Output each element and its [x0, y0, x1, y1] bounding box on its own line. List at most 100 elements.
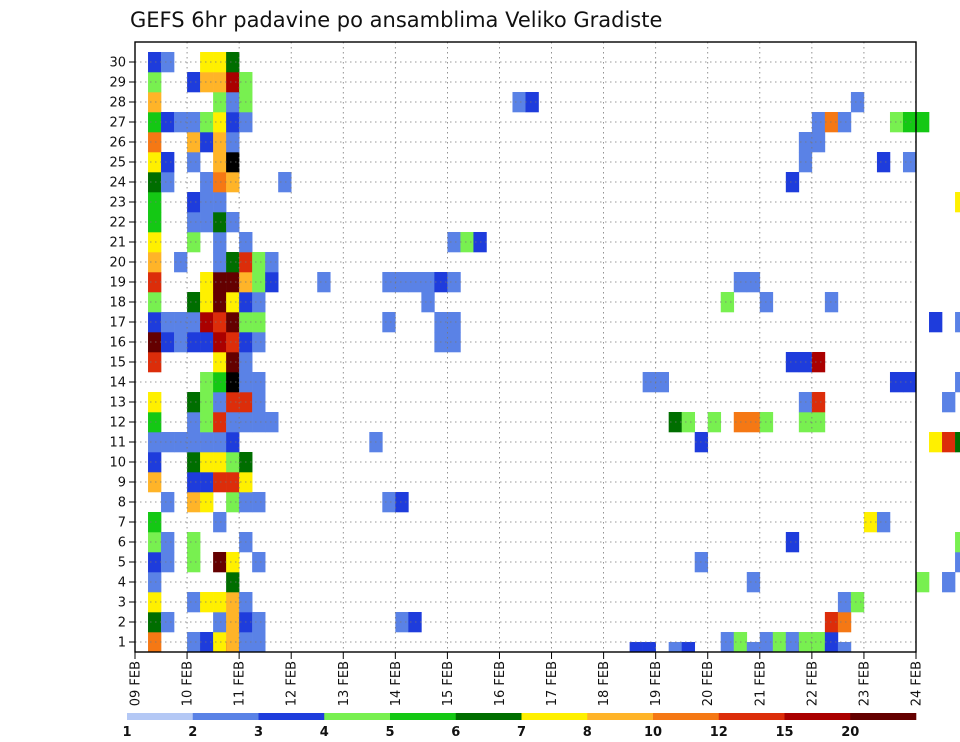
heatmap-cell — [811, 112, 826, 133]
heatmap-cell — [642, 372, 656, 393]
heatmap-cell — [226, 252, 240, 273]
heatmap-cell — [226, 332, 240, 353]
heatmap-cell — [746, 272, 761, 293]
heatmap-cell — [148, 232, 162, 253]
heatmap-cell — [811, 352, 826, 373]
heatmap-cell — [200, 312, 214, 333]
heatmap-cell — [148, 512, 162, 533]
heatmap-cell — [955, 552, 960, 573]
heatmap-cell — [200, 172, 214, 193]
heatmap-cell — [161, 332, 175, 353]
heatmap-cell — [837, 612, 852, 633]
x-tick-label: 14 FEB — [389, 661, 404, 706]
heatmap-cell — [213, 512, 227, 533]
heatmap-cell — [213, 232, 227, 253]
heatmap-cell — [187, 432, 201, 453]
heatmap-cell — [187, 332, 201, 353]
y-tick-label: 8 — [118, 496, 126, 511]
heatmap-cell — [955, 192, 960, 213]
heatmap-cell — [916, 112, 930, 133]
heatmap-cell — [252, 332, 266, 353]
heatmap-cell — [955, 312, 960, 333]
legend-swatch — [324, 713, 391, 720]
heatmap-cell — [187, 492, 201, 513]
heatmap-cell — [421, 272, 435, 293]
heatmap-cell — [746, 412, 761, 433]
y-tick-label: 17 — [109, 316, 126, 331]
heatmap-cell — [213, 452, 227, 473]
heatmap-cell — [837, 112, 852, 133]
heatmap-cell — [200, 132, 214, 153]
heatmap-cell — [148, 52, 162, 73]
heatmap-cell — [161, 172, 175, 193]
heatmap-cell — [148, 612, 162, 633]
heatmap-cell — [187, 532, 201, 553]
heatmap-cell — [421, 292, 435, 313]
heatmap-cell — [772, 632, 787, 653]
y-tick-label: 16 — [109, 336, 126, 351]
heatmap-cell — [213, 252, 227, 273]
heatmap-cell — [161, 112, 175, 133]
heatmap-cell — [200, 72, 214, 93]
heatmap-cell — [148, 332, 162, 353]
heatmap-cell — [187, 452, 201, 473]
heatmap-cell — [213, 212, 227, 233]
heatmap-cell — [200, 192, 214, 213]
heatmap-cell — [226, 552, 240, 573]
heatmap-cell — [200, 332, 214, 353]
y-tick-label: 13 — [109, 396, 126, 411]
heatmap-cell — [200, 432, 214, 453]
heatmap-cell — [447, 232, 461, 253]
x-tick-label: 17 FEB — [545, 661, 560, 706]
heatmap-cell — [942, 432, 956, 453]
heatmap-cell — [213, 412, 227, 433]
heatmap-cell — [824, 632, 839, 653]
heatmap-cell — [252, 552, 266, 573]
x-tick-label: 19 FEB — [649, 661, 664, 706]
heatmap-cell — [148, 452, 162, 473]
plot-frame — [134, 41, 917, 653]
heatmap-cell — [213, 552, 227, 573]
heatmap-cell — [161, 152, 175, 173]
heatmap-cell — [382, 492, 396, 513]
heatmap-cell — [226, 132, 240, 153]
heatmap-cell — [161, 532, 175, 553]
heatmap-cell — [226, 412, 240, 433]
heatmap-cell — [213, 332, 227, 353]
y-tick-label: 26 — [109, 136, 126, 151]
heatmap-cell — [200, 372, 214, 393]
heatmap-cell — [525, 92, 539, 113]
legend-label: 8 — [583, 725, 592, 740]
legend-swatch — [192, 713, 259, 720]
y-tick-label: 5 — [118, 556, 126, 571]
heatmap-cell — [460, 232, 474, 253]
x-tick-label: 12 FEB — [285, 661, 300, 706]
heatmap-cell — [148, 592, 162, 613]
heatmap-cell — [161, 492, 175, 513]
x-tick-label: 24 FEB — [910, 661, 925, 706]
y-tick-label: 6 — [118, 536, 126, 551]
heatmap-cell — [148, 412, 162, 433]
heatmap-cell — [213, 592, 227, 613]
heatmap-cell — [161, 432, 175, 453]
heatmap-cell — [187, 152, 201, 173]
legend-label: 7 — [517, 725, 526, 740]
heatmap-cell — [955, 372, 960, 393]
heatmap-cell — [889, 112, 904, 133]
legend-label: 2 — [188, 725, 197, 740]
heatmap-cell — [148, 212, 162, 233]
heatmap-cell — [837, 592, 852, 613]
y-tick-label: 19 — [109, 276, 126, 291]
heatmap-cell — [226, 112, 240, 133]
heatmap-cell — [148, 112, 162, 133]
heatmap-cell — [213, 312, 227, 333]
heatmap-cell — [929, 312, 943, 333]
y-tick-label: 2 — [118, 616, 126, 631]
legend-label: 6 — [451, 725, 460, 740]
heatmap-cell — [226, 452, 240, 473]
y-axis: 1234567891011121314151617181920212223242… — [109, 56, 135, 651]
heatmap-cell — [226, 372, 240, 393]
heatmap-cell — [226, 572, 240, 593]
legend-swatch — [653, 713, 720, 720]
